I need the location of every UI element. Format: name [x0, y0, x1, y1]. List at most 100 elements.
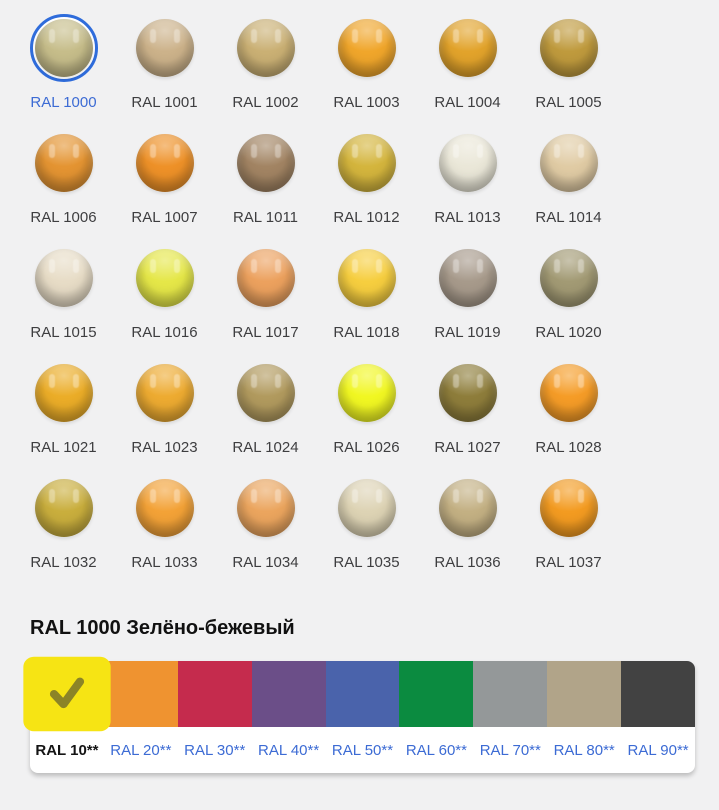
swatch-ral-1007[interactable]: RAL 1007 [114, 129, 215, 244]
swatch-ral-1001[interactable]: RAL 1001 [114, 14, 215, 129]
series-tile-ral-60[interactable] [399, 661, 474, 727]
swatch-label: RAL 1032 [30, 554, 97, 571]
swatch-label: RAL 1000 [30, 94, 97, 111]
swatch-ral-1035[interactable]: RAL 1035 [316, 474, 417, 589]
color-ball [34, 249, 93, 307]
color-ball [236, 479, 295, 537]
swatch-ral-1004[interactable]: RAL 1004 [417, 14, 518, 129]
swatch-label: RAL 1013 [434, 209, 501, 226]
swatch-ral-1015[interactable]: RAL 1015 [13, 244, 114, 359]
swatch-label: RAL 1028 [535, 439, 602, 456]
swatch-ral-1021[interactable]: RAL 1021 [13, 359, 114, 474]
swatch-label: RAL 1019 [434, 324, 501, 341]
swatch-label: RAL 1035 [333, 554, 400, 571]
color-ball-frame [232, 129, 300, 197]
series-tile-ral-20[interactable] [103, 661, 178, 727]
color-ball-frame [30, 129, 98, 197]
swatch-ral-1012[interactable]: RAL 1012 [316, 129, 417, 244]
color-ball-frame [30, 359, 98, 427]
color-ball-frame [131, 474, 199, 542]
color-ball [236, 364, 295, 422]
series-link-ral-60[interactable]: RAL 60** [405, 741, 467, 759]
series-link-ral-30[interactable]: RAL 30** [184, 741, 246, 759]
swatch-ral-1032[interactable]: RAL 1032 [13, 474, 114, 589]
color-ball-frame [434, 129, 502, 197]
color-ball [135, 249, 194, 307]
series-tile-ral-70[interactable] [473, 661, 548, 727]
swatch-ral-1003[interactable]: RAL 1003 [316, 14, 417, 129]
swatch-label: RAL 1015 [30, 324, 97, 341]
color-ball [539, 134, 598, 192]
series-link-ral-90[interactable]: RAL 90** [627, 741, 689, 759]
color-ball-frame [30, 474, 98, 542]
swatch-ral-1036[interactable]: RAL 1036 [417, 474, 518, 589]
swatch-ral-1028[interactable]: RAL 1028 [518, 359, 619, 474]
swatch-ral-1026[interactable]: RAL 1026 [316, 359, 417, 474]
series-link-ral-70[interactable]: RAL 70** [479, 741, 541, 759]
color-ball-frame [434, 244, 502, 312]
swatch-label: RAL 1033 [131, 554, 198, 571]
series-link-ral-50[interactable]: RAL 50** [331, 741, 394, 759]
series-tile-ral-90[interactable] [621, 661, 696, 727]
color-ball-frame [535, 359, 603, 427]
swatch-ral-1037[interactable]: RAL 1037 [518, 474, 619, 589]
swatch-ral-1034[interactable]: RAL 1034 [215, 474, 316, 589]
swatch-ral-1033[interactable]: RAL 1033 [114, 474, 215, 589]
series-tile-ral-30[interactable] [177, 661, 252, 727]
color-ball [539, 364, 598, 422]
series-tile-ral-80[interactable] [547, 661, 622, 727]
color-ball [539, 479, 598, 537]
series-link-ral-40[interactable]: RAL 40** [258, 741, 320, 759]
swatch-ral-1020[interactable]: RAL 1020 [518, 244, 619, 359]
swatch-ral-1014[interactable]: RAL 1014 [518, 129, 619, 244]
swatch-ral-1016[interactable]: RAL 1016 [114, 244, 215, 359]
swatch-label: RAL 1011 [232, 209, 299, 226]
color-ball [337, 19, 396, 77]
series-link-ral-80[interactable]: RAL 80** [553, 741, 615, 759]
swatch-ral-1000[interactable]: RAL 1000 [13, 14, 114, 129]
swatch-label: RAL 1027 [434, 439, 501, 456]
color-ball [438, 249, 497, 307]
color-ball [34, 19, 93, 77]
series-tile-ral-10[interactable] [23, 656, 111, 732]
swatch-label: RAL 1018 [333, 324, 400, 341]
series-link-ral-10[interactable]: RAL 10** [35, 741, 99, 759]
color-ball-frame [434, 474, 502, 542]
swatch-label: RAL 1004 [434, 94, 501, 111]
swatch-ral-1011[interactable]: RAL 1011 [215, 129, 316, 244]
swatch-ral-1023[interactable]: RAL 1023 [114, 359, 215, 474]
color-ball [337, 134, 396, 192]
swatch-label: RAL 1007 [131, 209, 198, 226]
series-tile-ral-40[interactable] [251, 661, 326, 727]
swatch-label: RAL 1002 [232, 94, 299, 111]
selected-color-title: RAL 1000 Зелёно-бежевый [30, 617, 295, 639]
color-ball-frame [333, 359, 401, 427]
swatch-ral-1017[interactable]: RAL 1017 [215, 244, 316, 359]
swatch-label: RAL 1014 [535, 209, 602, 226]
series-link-ral-20[interactable]: RAL 20** [110, 741, 172, 759]
color-ball-frame [535, 14, 603, 82]
swatch-ral-1024[interactable]: RAL 1024 [215, 359, 316, 474]
color-ball-frame [434, 359, 502, 427]
color-ball [337, 364, 396, 422]
swatch-ral-1013[interactable]: RAL 1013 [417, 129, 518, 244]
color-ball [34, 364, 93, 422]
color-ball-frame [535, 244, 603, 312]
swatch-label: RAL 1017 [232, 324, 299, 341]
color-ball [337, 249, 396, 307]
color-ball-frame [232, 244, 300, 312]
swatch-ral-1018[interactable]: RAL 1018 [316, 244, 417, 359]
swatch-label: RAL 1016 [131, 324, 198, 341]
color-ball [438, 19, 497, 77]
swatch-ral-1002[interactable]: RAL 1002 [215, 14, 316, 129]
ral-1000-series-grid: RAL 1000 RAL 1001 RAL 1002 RAL 1003 RAL 1004… [13, 0, 619, 589]
series-tile-ral-50[interactable] [325, 661, 400, 727]
swatch-ral-1005[interactable]: RAL 1005 [518, 14, 619, 129]
swatch-label: RAL 1005 [535, 94, 602, 111]
swatch-label: RAL 1026 [333, 439, 400, 456]
swatch-ral-1019[interactable]: RAL 1019 [417, 244, 518, 359]
swatch-ral-1027[interactable]: RAL 1027 [417, 359, 518, 474]
color-ball [236, 134, 295, 192]
swatch-ral-1006[interactable]: RAL 1006 [13, 129, 114, 244]
series-selector-card: RAL 10** RAL 20** RAL 30** RAL 40** RAL 50**… [23, 656, 696, 773]
